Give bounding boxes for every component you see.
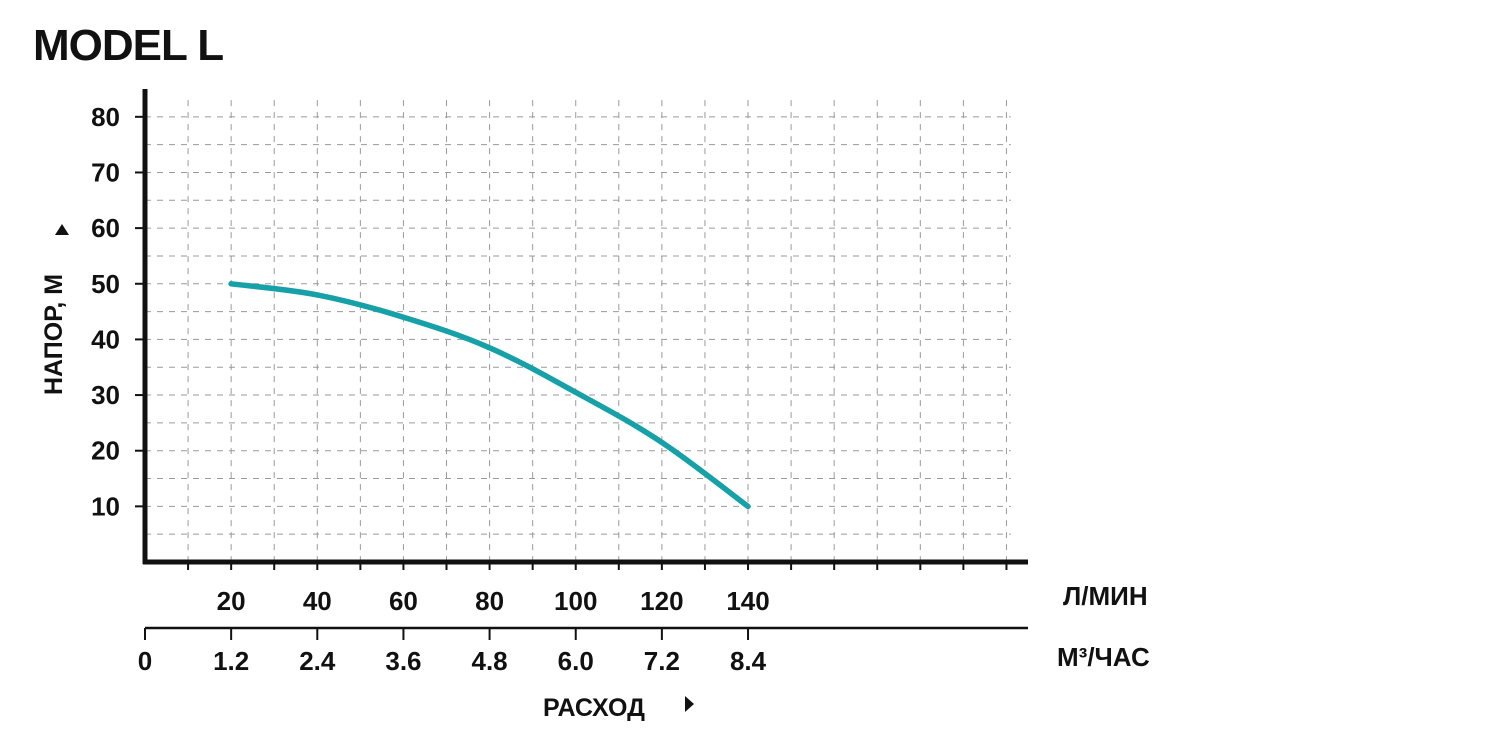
axes-layer: [142, 89, 1028, 630]
x-axis-label: РАСХОД: [543, 694, 645, 722]
x-tick-label-lmin: 60: [389, 586, 418, 616]
x-tick-label-m3h: 0: [138, 646, 152, 676]
x-tick-label-m3h: 6.0: [558, 646, 594, 676]
y-tick-label: 20: [91, 436, 120, 466]
x-tick-label-m3h: 2.4: [299, 646, 336, 676]
pump-curve-line: [228, 281, 751, 510]
y-tick-label: 30: [91, 380, 120, 410]
x-tick-label-m3h: 3.6: [385, 646, 421, 676]
x-tick-label-lmin: 80: [475, 586, 504, 616]
x-tick-label-lmin: 40: [303, 586, 332, 616]
x-tick-label-m3h: 8.4: [730, 646, 767, 676]
y-tick-label: 80: [91, 102, 120, 132]
x-axis-label-group: РАСХОД: [543, 694, 694, 722]
y-tick-label: 50: [91, 269, 120, 299]
y-tick-label: 10: [91, 491, 120, 521]
y-tick-label: 60: [91, 213, 120, 243]
x-unit-m3h: М³/ЧАС: [1057, 642, 1150, 672]
y-tick-label: 40: [91, 324, 120, 354]
x-tick-label-lmin: 120: [640, 586, 683, 616]
x-axis-arrow-icon: [685, 696, 694, 712]
y-tick-label: 70: [91, 157, 120, 187]
chart-title: MODEL L: [33, 21, 224, 70]
x-tick-label-m3h: 7.2: [644, 646, 680, 676]
ticks-layer: 10 20 30 40 50 60 70 80 20 40 60 80 100 120 140 0 1.2 2.4…: [91, 102, 1008, 676]
x-tick-label-lmin: 20: [217, 586, 246, 616]
x-tick-label-lmin: 140: [726, 586, 769, 616]
x-unit-lmin: Л/МИН: [1063, 581, 1148, 611]
y-axis-label: НАПОР, М: [40, 274, 68, 395]
x-tick-label-lmin: 100: [554, 586, 597, 616]
x-tick-label-m3h: 4.8: [472, 646, 508, 676]
y-axis-arrow-icon: [55, 224, 69, 235]
x-tick-label-m3h: 1.2: [213, 646, 249, 676]
series-layer: [228, 281, 751, 510]
grid-layer: [145, 100, 1011, 562]
y-axis-label-group: НАПОР, М: [40, 224, 69, 395]
